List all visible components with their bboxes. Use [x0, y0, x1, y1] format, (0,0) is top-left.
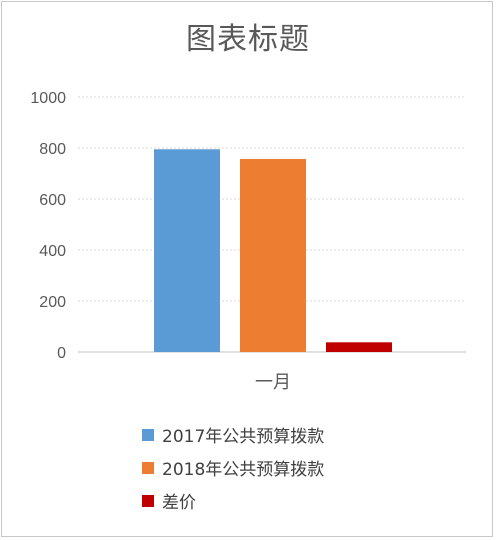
legend-label-difference: 差价 [162, 493, 196, 513]
y-tick-label: 200 [39, 294, 66, 311]
legend-label-2017: 2017年公共预算拨款 [162, 427, 325, 447]
legend-item-difference: 差价 [142, 484, 324, 517]
bar-3 [326, 342, 392, 352]
chart-legend: 2017年公共预算拨款 2018年公共预算拨款 差价 [142, 418, 324, 517]
y-tick-label: 0 [57, 345, 66, 362]
legend-item-2018: 2018年公共预算拨款 [142, 451, 324, 484]
legend-swatch-2018 [142, 461, 154, 474]
bar-1 [154, 149, 220, 352]
y-tick-label: 600 [39, 192, 66, 209]
legend-swatch-difference [142, 494, 154, 507]
chart-title: 图表标题 [186, 22, 310, 57]
x-category-label: 一月 [255, 372, 291, 393]
y-tick-label: 400 [39, 243, 66, 260]
y-tick-label: 800 [39, 141, 66, 158]
bar-2 [240, 158, 306, 352]
legend-item-2017: 2017年公共预算拨款 [142, 418, 324, 451]
legend-swatch-2017 [142, 428, 154, 441]
y-tick-label: 1000 [30, 90, 66, 107]
legend-label-2018: 2018年公共预算拨款 [162, 460, 325, 480]
